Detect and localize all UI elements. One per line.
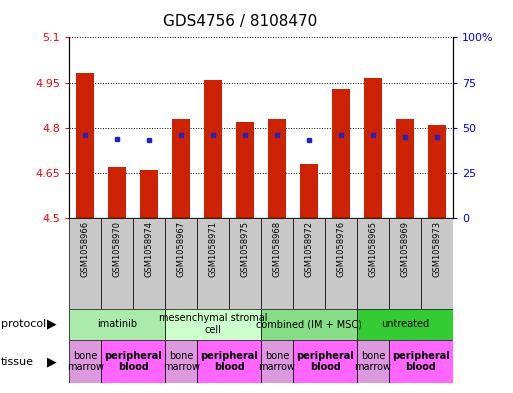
Text: untreated: untreated (381, 319, 429, 329)
Bar (165, 218, 197, 309)
Bar (165, 309, 261, 340)
Text: GSM1058975: GSM1058975 (241, 221, 250, 277)
Text: imatinib: imatinib (97, 319, 137, 329)
Bar (236, 122, 254, 218)
Text: peripheral
blood: peripheral blood (200, 351, 258, 372)
Text: protocol: protocol (1, 319, 46, 329)
Bar (76, 73, 94, 218)
Bar (389, 340, 453, 383)
Text: bone
marrow: bone marrow (163, 351, 200, 372)
Text: GSM1058973: GSM1058973 (432, 221, 442, 277)
Text: tissue: tissue (1, 356, 34, 367)
Bar (197, 218, 229, 309)
Text: GSM1058969: GSM1058969 (401, 221, 409, 277)
Bar (268, 119, 286, 218)
Text: ▶: ▶ (47, 355, 57, 368)
Bar (428, 125, 446, 218)
Text: peripheral
blood: peripheral blood (296, 351, 354, 372)
Bar (396, 119, 414, 218)
Text: GSM1058970: GSM1058970 (113, 221, 122, 277)
Bar (357, 218, 389, 309)
Bar (172, 119, 190, 218)
Text: combined (IM + MSC): combined (IM + MSC) (256, 319, 362, 329)
Text: GSM1058968: GSM1058968 (272, 221, 282, 277)
Bar (133, 218, 165, 309)
Text: GSM1058976: GSM1058976 (337, 221, 346, 277)
Bar (325, 218, 357, 309)
Text: GSM1058971: GSM1058971 (209, 221, 218, 277)
Text: bone
marrow: bone marrow (354, 351, 391, 372)
Bar (364, 78, 382, 218)
Bar (357, 309, 453, 340)
Bar (261, 309, 357, 340)
Text: GSM1058974: GSM1058974 (145, 221, 154, 277)
Text: peripheral
blood: peripheral blood (104, 351, 162, 372)
Bar (389, 218, 421, 309)
Text: GSM1058966: GSM1058966 (81, 221, 90, 277)
Text: GDS4756 / 8108470: GDS4756 / 8108470 (164, 14, 318, 29)
Bar (300, 164, 318, 218)
Bar (197, 340, 261, 383)
Bar (332, 88, 350, 218)
Text: bone
marrow: bone marrow (67, 351, 104, 372)
Bar (141, 170, 158, 218)
Text: peripheral
blood: peripheral blood (392, 351, 450, 372)
Text: mesenchymal stromal
cell: mesenchymal stromal cell (159, 314, 267, 335)
Bar (229, 218, 261, 309)
Bar (165, 340, 197, 383)
Text: GSM1058972: GSM1058972 (305, 221, 313, 277)
Bar (69, 340, 101, 383)
Text: GSM1058967: GSM1058967 (176, 221, 186, 277)
Bar (69, 218, 101, 309)
Bar (69, 309, 165, 340)
Bar (421, 218, 453, 309)
Text: GSM1058965: GSM1058965 (368, 221, 378, 277)
Bar (261, 340, 293, 383)
Bar (357, 340, 389, 383)
Bar (101, 340, 165, 383)
Bar (204, 79, 222, 218)
Bar (293, 218, 325, 309)
Bar (293, 340, 357, 383)
Bar (261, 218, 293, 309)
Text: bone
marrow: bone marrow (259, 351, 295, 372)
Bar (108, 167, 126, 218)
Text: ▶: ▶ (47, 318, 57, 331)
Bar (101, 218, 133, 309)
